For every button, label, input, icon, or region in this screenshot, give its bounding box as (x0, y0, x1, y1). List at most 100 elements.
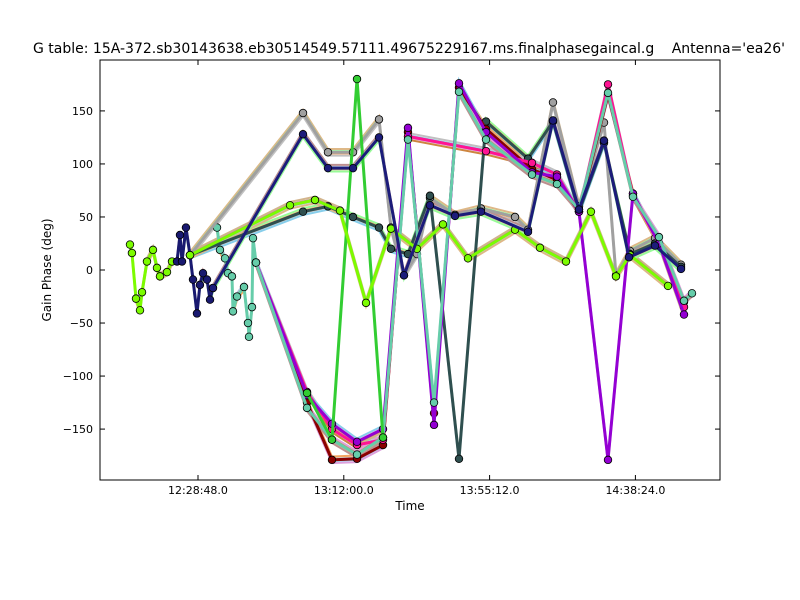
data-point (599, 136, 609, 145)
data-point (298, 130, 308, 139)
data-point (481, 147, 491, 156)
data-point (348, 163, 358, 173)
ticks: −150 −100 −50 0 50 100 150 12:28:48.0 13:12:00.0… (63, 60, 720, 497)
data-point (481, 135, 491, 144)
series-line (189, 198, 669, 305)
data-point (611, 272, 621, 281)
data-point (135, 306, 145, 315)
data-point (374, 115, 384, 124)
series-line (305, 77, 385, 442)
data-point (352, 437, 362, 447)
data-point (535, 243, 545, 252)
series-layer (125, 74, 697, 465)
data-point (131, 294, 141, 303)
data-point (650, 241, 660, 250)
data-point (603, 455, 613, 465)
x-tick-label: 14:38:24.0 (605, 484, 665, 497)
y-tick-label: 0 (86, 264, 93, 277)
data-point (523, 227, 533, 237)
data-point (361, 298, 371, 308)
data-point (137, 288, 147, 297)
data-point (586, 207, 596, 216)
data-point (185, 250, 195, 260)
data-point (251, 258, 261, 267)
data-point (195, 280, 205, 290)
data-point (463, 254, 473, 263)
data-point (202, 275, 212, 284)
data-point (429, 420, 439, 430)
data-point (215, 245, 225, 255)
data-point (243, 318, 253, 328)
data-point (454, 454, 464, 463)
data-point (527, 170, 537, 179)
data-point (425, 201, 435, 210)
data-point (438, 220, 448, 229)
data-point (175, 230, 185, 240)
data-point (127, 248, 137, 258)
data-point (285, 201, 295, 210)
y-axis-label: Gain Phase (deg) (40, 218, 54, 321)
y-tick-label: 150 (72, 105, 93, 118)
data-point (663, 281, 673, 291)
data-point (247, 302, 257, 312)
data-point (323, 148, 333, 157)
data-point (352, 74, 362, 84)
data-point (676, 264, 686, 274)
series-line (211, 118, 683, 289)
data-point (476, 207, 486, 216)
data-point (510, 212, 520, 222)
data-point (603, 88, 613, 98)
data-point (628, 192, 638, 202)
x-tick-label: 13:55:12.0 (460, 484, 520, 497)
data-point (548, 116, 558, 125)
data-point (374, 223, 384, 232)
data-point (574, 205, 584, 214)
chart-title-antenna: Antenna='ea26' (672, 41, 785, 57)
data-point (386, 244, 396, 253)
y-tick-label: −50 (70, 317, 93, 330)
data-point (188, 275, 198, 284)
data-point (198, 268, 208, 278)
data-point (654, 232, 664, 242)
x-tick-label: 13:12:00.0 (314, 484, 374, 497)
data-point (454, 87, 464, 97)
data-point (425, 191, 435, 200)
data-point (403, 135, 413, 144)
data-point (181, 223, 191, 232)
data-point (298, 207, 308, 216)
y-tick-label: −150 (63, 423, 93, 436)
data-point (679, 296, 689, 305)
data-point (155, 272, 165, 281)
data-point (335, 206, 345, 215)
data-point (374, 133, 384, 142)
data-point (429, 398, 439, 407)
y-tick-label: 100 (72, 158, 93, 171)
data-point (162, 267, 172, 277)
data-point (244, 332, 254, 342)
x-axis-label: Time (394, 499, 424, 513)
data-point (302, 388, 312, 398)
data-point (561, 257, 571, 266)
data-point (208, 283, 218, 293)
data-point (205, 295, 215, 304)
series-line (188, 100, 683, 277)
data-point (679, 310, 689, 319)
data-point (450, 211, 460, 221)
data-point (248, 233, 258, 243)
data-point (603, 80, 613, 89)
data-point (399, 271, 409, 280)
data-point (152, 263, 162, 273)
data-point (327, 435, 337, 444)
data-point (403, 123, 413, 133)
data-point (352, 450, 362, 459)
series-bundle-line (189, 197, 669, 306)
y-tick-label: 50 (79, 211, 93, 224)
data-point (142, 257, 152, 266)
data-point (527, 158, 537, 168)
chart-title: G table: 15A-372.sb30143638.eb30514549.5… (33, 41, 654, 57)
data-point (552, 179, 562, 189)
x-tick-label: 12:28:48.0 (168, 484, 228, 497)
data-point (624, 253, 634, 262)
data-point (310, 195, 320, 205)
data-point (227, 272, 237, 281)
